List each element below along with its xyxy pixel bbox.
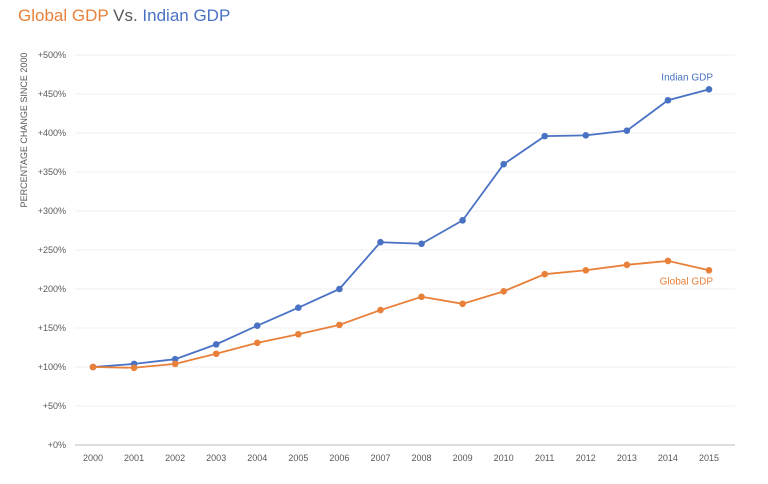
data-point — [541, 270, 549, 278]
x-tick-label: 2012 — [576, 453, 596, 463]
x-tick-label: 2014 — [658, 453, 678, 463]
data-point — [89, 363, 97, 371]
y-tick-label: +350% — [38, 167, 66, 177]
data-point — [295, 304, 302, 312]
chart-title: Global GDP Vs. Indian GDP — [18, 6, 230, 26]
series-line-global-gdp — [92, 260, 710, 369]
x-tick-label: 2008 — [412, 453, 432, 463]
series-label: Indian GDP — [661, 72, 713, 83]
data-point — [418, 293, 425, 301]
x-tick-label: 2001 — [124, 453, 144, 463]
data-point — [212, 341, 220, 348]
x-tick-label: 2007 — [370, 453, 390, 463]
x-tick-label: 2011 — [535, 453, 554, 463]
y-axis-label: PERCENTAGE CHANGE SINCE 2000 — [19, 53, 29, 208]
x-tick-label: 2010 — [494, 453, 514, 463]
data-point — [253, 339, 261, 347]
data-point — [582, 132, 590, 139]
data-point — [664, 257, 672, 265]
data-point — [541, 132, 549, 140]
data-point — [705, 266, 713, 274]
data-point — [705, 86, 713, 93]
data-point — [336, 285, 343, 293]
data-point — [171, 355, 179, 363]
data-point — [377, 238, 384, 246]
y-tick-label: +100% — [38, 362, 66, 372]
y-tick-label: +150% — [38, 323, 66, 333]
data-point — [459, 300, 466, 308]
data-point — [295, 330, 302, 338]
title-global: Global GDP — [18, 6, 109, 25]
data-point — [664, 96, 672, 104]
y-tick-label: +400% — [38, 128, 66, 138]
x-tick-label: 2009 — [453, 453, 473, 463]
data-point — [171, 360, 179, 368]
data-point — [212, 350, 220, 358]
title-indian: Indian GDP — [142, 6, 231, 25]
x-tick-label: 2006 — [329, 453, 349, 463]
data-point — [336, 321, 343, 329]
x-tick-label: 2004 — [247, 453, 267, 463]
series-label: Global GDP — [660, 276, 714, 287]
data-point — [623, 127, 631, 134]
data-point — [582, 266, 590, 274]
y-tick-label: +200% — [38, 284, 66, 294]
x-tick-label: 2015 — [699, 453, 719, 463]
x-tick-label: 2002 — [165, 453, 185, 463]
data-point — [623, 261, 631, 269]
y-tick-label: +0% — [48, 440, 66, 450]
x-tick-label: 2005 — [288, 453, 308, 463]
y-tick-label: +450% — [38, 89, 66, 99]
data-point — [500, 288, 507, 295]
y-tick-label: +300% — [38, 206, 66, 216]
x-tick-label: 2003 — [206, 453, 226, 463]
data-point — [377, 306, 384, 314]
series-line-indian-gdp — [92, 88, 710, 368]
x-tick-label: 2000 — [83, 453, 103, 463]
title-vs: Vs. — [108, 6, 143, 25]
data-point — [459, 217, 466, 224]
y-tick-label: +50% — [43, 401, 66, 411]
data-point — [253, 322, 261, 329]
x-tick-label: 2013 — [617, 453, 637, 463]
data-point — [130, 364, 138, 372]
data-point — [500, 160, 507, 168]
y-tick-label: +250% — [38, 245, 66, 255]
data-point — [418, 240, 425, 248]
y-tick-label: +500% — [38, 50, 66, 60]
